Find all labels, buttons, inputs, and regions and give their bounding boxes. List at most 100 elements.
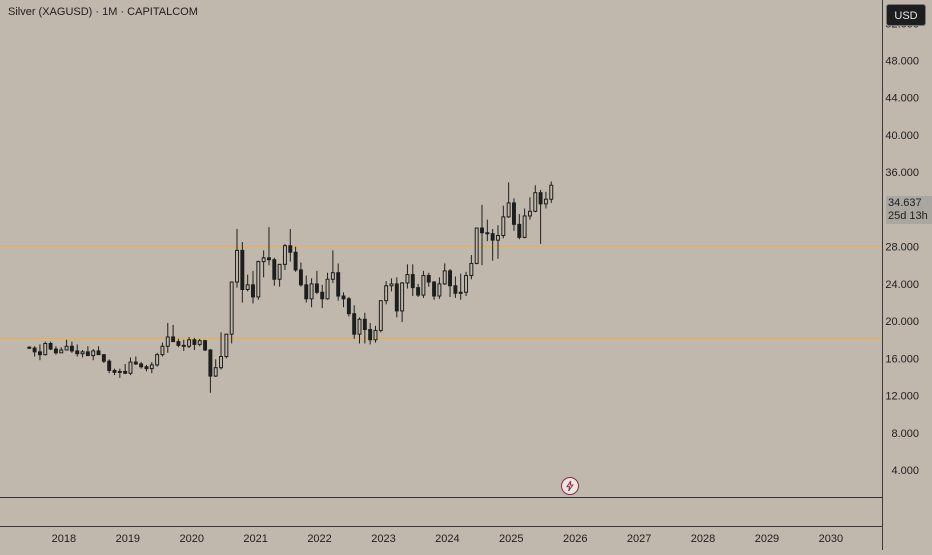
candle <box>43 341 48 356</box>
candle <box>64 339 69 351</box>
candle <box>314 270 319 295</box>
bar-countdown: 25d 13h <box>888 210 928 222</box>
candle-body <box>464 275 468 293</box>
candle-body <box>533 192 538 212</box>
candle-body <box>91 350 96 357</box>
y-tick-label: 40.000 <box>885 130 919 142</box>
candle <box>85 346 90 357</box>
candle <box>474 227 479 265</box>
candle-body <box>400 282 405 312</box>
candle-body <box>267 257 271 261</box>
candle-body <box>416 287 421 296</box>
candle-body <box>368 329 373 341</box>
candle <box>245 274 250 292</box>
x-tick-label: 2024 <box>435 533 459 545</box>
candle <box>549 181 554 203</box>
x-tick-label: 2020 <box>179 533 203 545</box>
y-tick-label: 24.000 <box>885 279 919 291</box>
candle <box>400 282 405 323</box>
candle-body <box>432 281 437 297</box>
candle-body <box>27 346 32 349</box>
candle <box>235 228 239 288</box>
candle <box>160 342 165 357</box>
candle <box>304 275 309 303</box>
lightning-button[interactable] <box>561 477 579 495</box>
candle-body <box>501 216 506 237</box>
candle-body <box>128 361 133 374</box>
candle <box>543 191 548 209</box>
candle-body <box>208 349 213 377</box>
candle <box>378 300 383 333</box>
candle-body <box>437 283 442 297</box>
candle <box>224 333 229 359</box>
candle-body <box>357 318 362 335</box>
candle <box>426 272 431 287</box>
candle <box>389 278 394 292</box>
candle <box>341 292 346 308</box>
candle-body <box>288 245 293 253</box>
candle-body <box>80 351 85 355</box>
y-tick-label: 4.000 <box>891 465 919 477</box>
candle <box>416 283 421 297</box>
candle <box>405 264 410 289</box>
candle-body <box>176 341 181 346</box>
candle <box>219 332 223 370</box>
candle <box>357 317 362 344</box>
candle <box>458 273 463 300</box>
price-axis[interactable]: 4.000 8.000 12.000 16.000 20.000 24.000 28.000… <box>885 18 919 477</box>
x-tick-label: 2028 <box>691 533 715 545</box>
candle <box>373 325 378 343</box>
candle <box>517 214 522 240</box>
candle-body <box>37 351 42 356</box>
candle <box>59 347 64 354</box>
candle <box>320 284 325 309</box>
x-tick-label: 2025 <box>499 533 523 545</box>
candle <box>490 228 495 261</box>
candle-body <box>75 350 80 355</box>
candle <box>187 336 192 349</box>
candle <box>251 270 255 304</box>
candle <box>522 208 527 239</box>
candle-body <box>373 329 378 341</box>
candle <box>538 189 543 244</box>
candle <box>464 271 468 297</box>
candle-body <box>240 249 245 290</box>
candle <box>293 246 298 272</box>
candle-body <box>251 284 255 298</box>
candle-body <box>298 269 303 286</box>
candle <box>448 269 453 297</box>
candle <box>496 225 500 259</box>
time-axis[interactable]: 2018 2019 2020 2021 2022 2023 2024 2025 2026 2027… <box>52 533 843 545</box>
current-price-value: 34.637 <box>888 197 922 209</box>
candle <box>208 349 213 393</box>
candlestick-series <box>27 181 554 393</box>
candle <box>149 362 154 374</box>
candle <box>27 346 32 350</box>
candle-body <box>410 274 415 289</box>
candle-body <box>160 345 165 356</box>
y-tick-label: 20.000 <box>885 316 919 328</box>
candle-body <box>197 340 202 345</box>
candle <box>107 359 112 374</box>
candle <box>277 263 282 287</box>
candle <box>197 338 202 347</box>
candle-body <box>421 275 426 296</box>
candle-body <box>330 272 335 280</box>
candle-body <box>219 356 223 369</box>
x-tick-label: 2030 <box>819 533 843 545</box>
candle <box>213 359 218 377</box>
candle <box>362 312 367 344</box>
candle-body <box>474 227 479 264</box>
candle-body <box>549 184 554 200</box>
candle-body <box>261 257 266 263</box>
currency-button[interactable]: USD <box>886 4 926 26</box>
candle-body <box>139 363 144 368</box>
candle <box>336 263 341 301</box>
candle-body <box>341 295 346 300</box>
candle <box>112 368 117 376</box>
y-tick-label: 28.000 <box>885 242 919 254</box>
candle <box>69 341 74 353</box>
candle <box>53 346 58 355</box>
